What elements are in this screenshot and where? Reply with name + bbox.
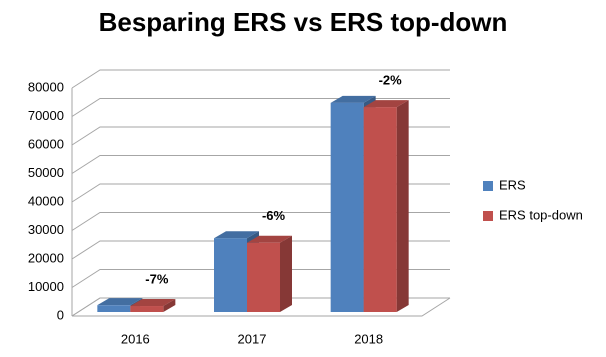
bar-side <box>163 299 176 312</box>
bar-top <box>130 299 176 307</box>
annotation: -7% <box>145 271 169 286</box>
y-tick-label: 30000 <box>28 222 64 237</box>
bar-top <box>363 100 409 108</box>
y-tick-label: 50000 <box>28 165 64 180</box>
bar <box>214 238 247 312</box>
bar-side <box>280 235 292 312</box>
x-tick-label: 2016 <box>121 331 150 346</box>
bar <box>130 306 164 312</box>
legend-swatch <box>483 211 493 221</box>
y-tick-label: 0 <box>57 307 64 322</box>
y-tick-label: 80000 <box>28 79 64 94</box>
bar-side <box>396 100 409 312</box>
x-tick-label: 2017 <box>238 331 267 346</box>
y-tick-label: 60000 <box>28 136 64 151</box>
y-tick-label: 70000 <box>28 108 64 123</box>
bar-top <box>214 231 259 239</box>
grid-line <box>71 69 450 89</box>
bar <box>330 102 364 312</box>
annotation: -6% <box>262 208 286 223</box>
y-tick-label: 20000 <box>28 250 64 265</box>
grid-line <box>71 98 450 117</box>
bar-top <box>97 298 143 306</box>
y-tick-label: 40000 <box>28 193 64 208</box>
legend-label: ERS top-down <box>499 207 583 222</box>
chart-title: Besparing ERS vs ERS top-down <box>99 7 508 37</box>
y-tick-label: 10000 <box>28 279 64 294</box>
bar <box>363 107 397 312</box>
bar-top <box>247 235 292 243</box>
bar <box>247 242 280 312</box>
x-tick-label: 2018 <box>354 331 383 346</box>
bar <box>97 305 131 312</box>
legend-label: ERS <box>499 177 526 192</box>
annotation: -2% <box>379 73 403 88</box>
bar-top <box>330 95 376 103</box>
legend-swatch <box>483 181 493 191</box>
